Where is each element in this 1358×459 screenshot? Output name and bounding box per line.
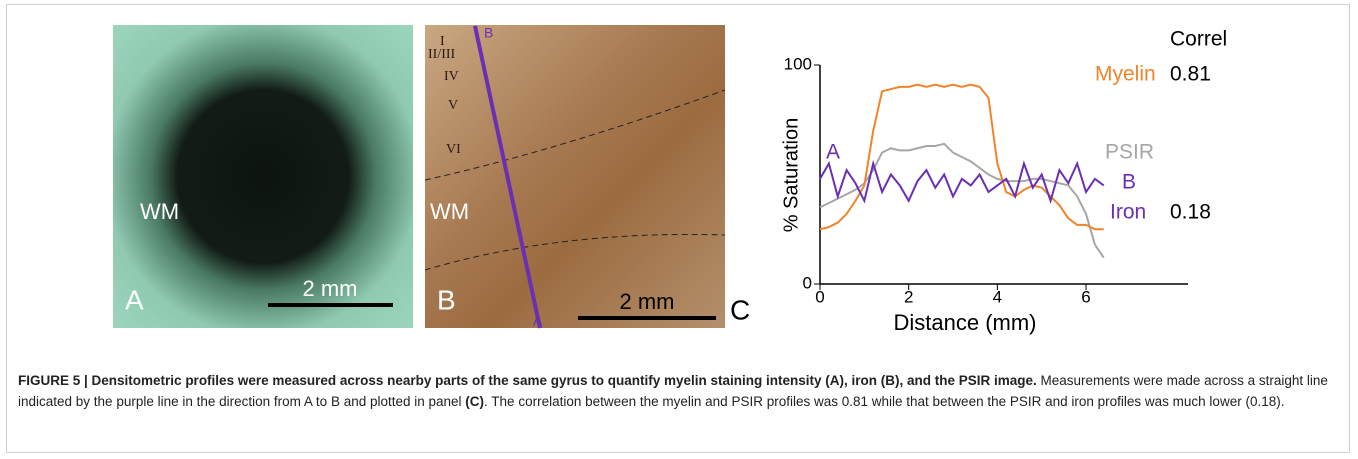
series-line xyxy=(820,164,1104,201)
y-tick-label: 100 xyxy=(784,54,812,73)
layer-label: VI xyxy=(446,142,461,157)
x-axis-label: Distance (mm) xyxy=(893,310,1036,335)
panel-label: C xyxy=(730,294,750,325)
panel-label: B xyxy=(437,284,456,315)
caption-text: . The correlation between the myelin and… xyxy=(484,394,1284,409)
layer-label: V xyxy=(448,98,458,113)
micrograph-a xyxy=(113,25,413,328)
x-tick-label: 0 xyxy=(815,287,824,306)
caption-title: FIGURE 5 | Densitometric profiles were m… xyxy=(18,373,1037,388)
series-label: PSIR xyxy=(1105,141,1154,164)
x-tick-label: 4 xyxy=(993,287,1002,306)
line-end-label: B xyxy=(484,25,493,41)
region-label: WM xyxy=(430,199,469,224)
profile-end: A xyxy=(826,141,840,164)
region-label: WM xyxy=(140,199,179,224)
page: WM A 2 mm WM B 2 mm B A C III/IIIIVVVI01… xyxy=(0,0,1358,459)
scale-label: 2 mm xyxy=(303,276,358,301)
caption-ref: (C) xyxy=(465,394,484,409)
micrograph-b xyxy=(425,25,725,328)
x-tick-label: 6 xyxy=(1081,287,1090,306)
correl-value: 0.18 xyxy=(1170,201,1211,224)
x-tick-label: 2 xyxy=(904,287,913,306)
figure: WM A 2 mm WM B 2 mm B A C III/IIIIVVVI01… xyxy=(0,0,1358,350)
layer-label: II/III xyxy=(428,47,456,62)
y-tick-label: 0 xyxy=(803,273,812,292)
series-label: Iron xyxy=(1110,201,1146,224)
profile-end: B xyxy=(1122,171,1136,194)
correl-value: 0.81 xyxy=(1170,63,1211,86)
series-label: Myelin xyxy=(1095,63,1156,86)
panel-label: A xyxy=(125,284,144,315)
y-axis-label: % Saturation xyxy=(780,118,802,233)
correl-header: Correl xyxy=(1170,28,1227,51)
line-end-label: A xyxy=(533,313,543,329)
series-line xyxy=(820,144,1104,258)
scale-label: 2 mm xyxy=(620,289,675,314)
caption: FIGURE 5 | Densitometric profiles were m… xyxy=(18,370,1338,412)
layer-label: IV xyxy=(444,69,459,84)
